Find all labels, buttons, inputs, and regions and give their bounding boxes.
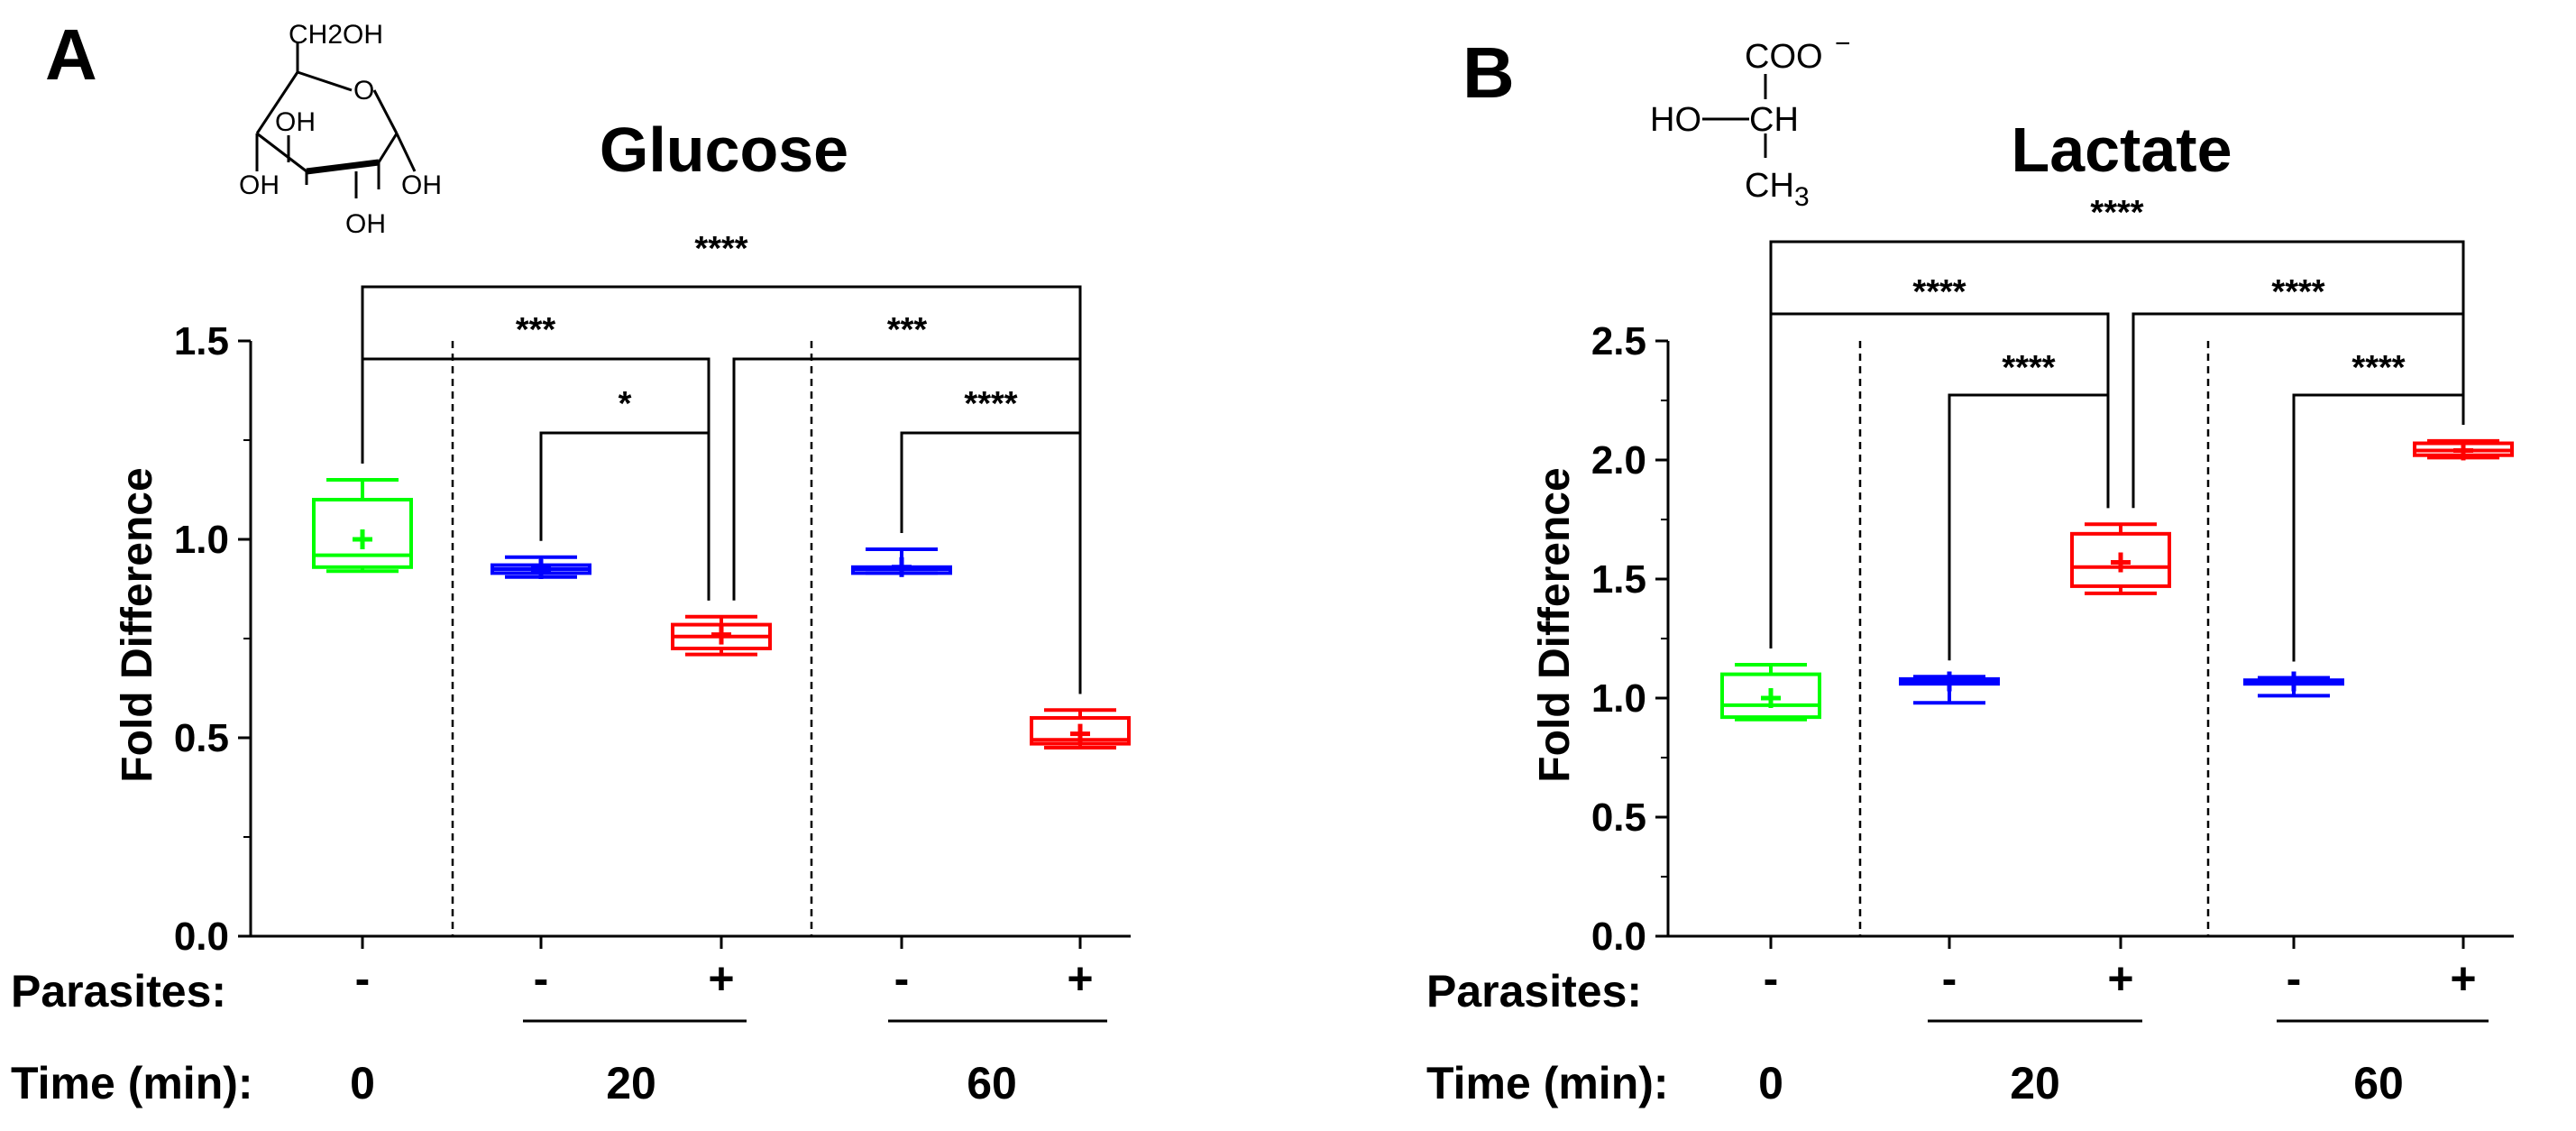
parasites-row-label-a: Parasites: [11, 966, 226, 1016]
significance-label: *** [516, 311, 556, 349]
bracket-line [900, 431, 1082, 694]
significance-bracket: **** [1769, 194, 2465, 649]
bracket-line [732, 357, 1082, 694]
parasites-value: - [355, 953, 371, 1004]
box-plot [1720, 663, 1821, 722]
y-tick-label: 0.0 [1591, 915, 1646, 959]
parasites-value: + [2107, 953, 2133, 1004]
glucose-label-oh2: OH [239, 170, 280, 200]
significance-label: **** [2002, 349, 2055, 387]
y-tick-label: 1.0 [1591, 676, 1646, 721]
panel-letter-b: B [1462, 32, 1515, 113]
plot-area-b: 0.0 0.5 1.0 1.5 2.0 2.5 - - + - + **** **** **** **** *… [1591, 194, 2514, 1108]
box-plot [1899, 671, 2000, 705]
time-value: 0 [350, 1058, 375, 1108]
y-tick-label: 0.5 [174, 716, 229, 760]
significance-bracket: **** [2131, 273, 2465, 509]
box-plot [490, 555, 591, 579]
lactate-label-ch3: CH [1745, 167, 1794, 205]
time-value: 20 [2010, 1058, 2060, 1108]
significance-label: **** [2351, 349, 2405, 387]
significance-bracket: **** [1948, 349, 2110, 661]
y-tick-label: 1.5 [174, 319, 229, 363]
glucose-label-ch2oh: CH2OH [289, 20, 383, 50]
y-tick-label: 0.5 [1591, 795, 1646, 840]
significance-bracket: * [539, 385, 710, 601]
box-plot [851, 547, 952, 577]
significance-label: *** [887, 311, 928, 349]
parasites-value: - [1764, 953, 1779, 1004]
time-value: 20 [606, 1058, 656, 1108]
lactate-label-minus: − [1835, 29, 1851, 59]
box [312, 498, 413, 569]
significance-label: **** [2090, 194, 2143, 232]
time-value: 60 [2353, 1058, 2404, 1108]
box-plot [671, 614, 772, 657]
y-tick-label: 2.5 [1591, 319, 1646, 363]
y-tick-label: 2.0 [1591, 438, 1646, 483]
significance-bracket: **** [2292, 349, 2465, 662]
significance-label: **** [964, 385, 1017, 423]
lactate-label-coo: COO [1745, 38, 1823, 76]
significance-bracket: *** [732, 311, 1082, 694]
time-value: 60 [967, 1058, 1017, 1108]
glucose-label-oh1: OH [275, 107, 316, 137]
parasites-value: - [2287, 953, 2302, 1004]
box-plot [312, 478, 413, 574]
panel-a: A CH2OH O OH OH OH OH Glucose 0.0 0.5 1.0 1… [11, 14, 1131, 1108]
panel-b: B COO − HO CH CH 3 Lactate 0.0 0.5 1.0 1.5 2… [1426, 29, 2514, 1108]
parasites-value: - [894, 953, 910, 1004]
lactate-label-ho: HO [1650, 101, 1701, 139]
glucose-structure [255, 43, 417, 198]
lactate-structure [1702, 74, 1767, 158]
parasites-row-label-b: Parasites: [1426, 966, 1642, 1016]
chart-title-b: Lactate [2011, 115, 2232, 185]
box [2070, 531, 2171, 588]
lactate-label-3: 3 [1794, 182, 1810, 212]
panel-letter-a: A [45, 14, 97, 95]
y-axis-label-a: Fold Difference [114, 467, 161, 782]
bracket-line [2131, 312, 2465, 509]
significance-label: * [619, 385, 632, 423]
parasites-value: + [1067, 953, 1093, 1004]
parasites-value: - [1942, 953, 1957, 1004]
bracket-line [2292, 393, 2465, 662]
box [1720, 672, 1821, 720]
box-plot [2413, 438, 2514, 461]
glucose-label-oh3: OH [401, 170, 442, 200]
y-tick-label: 1.5 [1591, 557, 1646, 602]
bracket-line [1769, 312, 2110, 649]
significance-label: **** [2271, 273, 2324, 311]
y-tick-label: 0.0 [174, 915, 229, 959]
time-row-label-b: Time (min): [1426, 1058, 1669, 1108]
box-plot [1030, 708, 1131, 749]
y-axis-label-b: Fold Difference [1531, 467, 1579, 782]
parasites-value: + [2450, 953, 2476, 1004]
bracket-line [539, 431, 710, 601]
parasites-value: - [534, 953, 549, 1004]
bracket-line [1948, 393, 2110, 661]
significance-bracket: **** [1769, 273, 2110, 649]
chart-title-a: Glucose [600, 115, 848, 185]
glucose-label-oh4: OH [345, 209, 386, 239]
time-value: 0 [1758, 1058, 1783, 1108]
significance-bracket: **** [900, 385, 1082, 694]
plot-area-a: 0.00.51.01.5- - + - +******* **** ****0 20 60 [174, 230, 1131, 1108]
box-plot [2070, 522, 2171, 595]
significance-label: **** [1912, 273, 1966, 311]
time-row-label-a: Time (min): [11, 1058, 253, 1108]
lactate-label-ch: CH [1749, 101, 1799, 139]
significance-label: **** [694, 230, 747, 268]
glucose-label-o: O [353, 76, 374, 106]
parasites-value: + [708, 953, 734, 1004]
y-tick-label: 1.0 [174, 518, 229, 562]
box-plot [2243, 671, 2344, 698]
